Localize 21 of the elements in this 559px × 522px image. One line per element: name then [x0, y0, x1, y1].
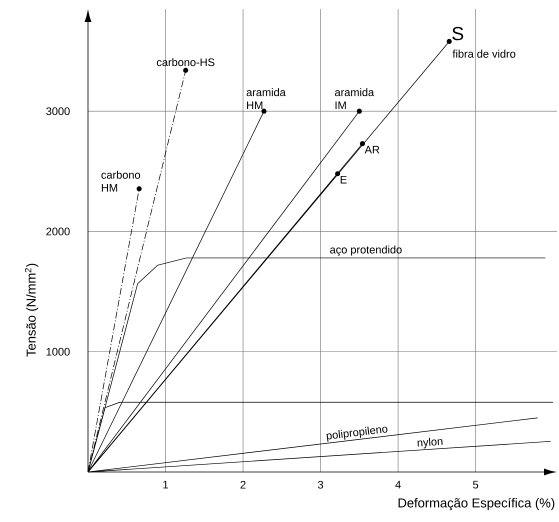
series-label: E	[340, 176, 347, 184]
x-tick-label: 1	[163, 480, 168, 488]
series-label: nylon	[418, 438, 443, 448]
series-label: AR	[364, 146, 380, 154]
y-tick-label: 1000	[46, 348, 70, 356]
y-axis-title: Tensão (N/mm$^{2}$)	[24, 264, 38, 357]
y-tick-label: 2000	[46, 228, 70, 236]
series-label: carbono HM	[101, 170, 140, 192]
text: polipropileno	[326, 426, 388, 442]
x-tick-label: 3	[318, 480, 324, 489]
series-label: carbono-HS	[156, 58, 214, 66]
series-label: aço protendido	[330, 245, 402, 256]
series-label: aramida HM	[246, 88, 286, 110]
x-tick-label: 2	[240, 480, 246, 489]
y-tick-label: 3000	[46, 107, 70, 116]
x-tick-label: 4	[395, 480, 401, 488]
annotation: fibra de vidro	[452, 50, 516, 58]
x-tick-label: 5	[472, 480, 478, 488]
series-label: aramida IM	[334, 88, 374, 110]
series-label: S	[452, 26, 464, 40]
x-axis-title: Deformação Específica (%)	[398, 498, 554, 510]
